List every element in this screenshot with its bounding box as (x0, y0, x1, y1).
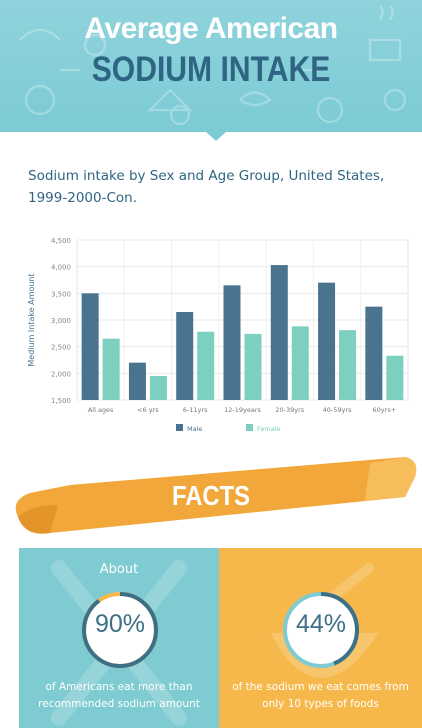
bar-male (176, 312, 194, 400)
y-tick-label: 4,000 (51, 264, 71, 272)
y-tick-label: 3,500 (51, 290, 71, 298)
bar-male (81, 293, 99, 400)
bar-male (365, 306, 383, 400)
bar-female (291, 326, 309, 400)
fact-right-percent: 44% (295, 610, 347, 638)
bar-male (270, 265, 288, 400)
bar-male (223, 285, 241, 400)
bar-female (102, 338, 120, 400)
bar-male (318, 282, 336, 400)
bar-female (244, 333, 262, 400)
y-tick-label: 1,500 (51, 397, 71, 405)
progress-ring-right (283, 592, 359, 668)
food-icons-pattern (19, 5, 407, 126)
x-tick-label: All ages (88, 406, 114, 414)
bar-female (197, 331, 215, 400)
y-tick-label: 3,000 (51, 317, 71, 325)
facts-heading: FACTS (171, 480, 251, 511)
y-tick-label: 4,500 (51, 237, 71, 245)
y-tick-label: 2,500 (51, 344, 71, 352)
y-tick-label: 2,000 (51, 370, 71, 378)
chart-subtitle: Sodium intake by Sex and Age Group, Unit… (28, 168, 385, 206)
bar-female (149, 376, 167, 400)
header-title-line1: Average American (84, 12, 338, 45)
x-tick-label: <6 yrs (137, 406, 159, 414)
x-tick-label: 20-39yrs (275, 406, 304, 414)
x-tick-label: 12-19years (224, 406, 261, 414)
bar-female (386, 355, 404, 400)
x-tick-label: 6-11yrs (183, 406, 208, 414)
y-axis-label: Medium Intake Amount (27, 273, 36, 366)
legend-label-female: Female (257, 425, 281, 433)
sodium-bar-chart: 1,500 2,000 2,500 3,000 3,500 4,000 4,500 All a… (27, 237, 409, 433)
fact-left-prefix: About (99, 562, 139, 577)
progress-ring-left (82, 592, 158, 668)
x-tick-label: 60yrs+ (373, 406, 397, 414)
fact-panel-right: 44% of the sodium we eat comes from only… (219, 548, 422, 728)
bar-female (339, 330, 357, 400)
legend-swatch-female (246, 424, 253, 431)
fact-right-caption: of the sodium we eat comes from only 10 … (232, 681, 409, 710)
fact-panel-left: About 90% of Americans eat more than rec… (19, 548, 219, 728)
header-title-line2: SODIUM INTAKE (91, 50, 331, 89)
header-notch (205, 131, 227, 141)
header-banner: Average American SODIUM INTAKE (0, 0, 422, 132)
bar-male (128, 362, 146, 400)
facts-banner-ribbon (15, 457, 417, 534)
legend-swatch-male (176, 424, 183, 431)
legend-label-male: Male (187, 425, 202, 433)
fact-left-percent: 90% (94, 610, 146, 638)
x-tick-label: 40-59yrs (323, 406, 352, 414)
fact-left-caption: of Americans eat more than recommended s… (38, 681, 200, 710)
